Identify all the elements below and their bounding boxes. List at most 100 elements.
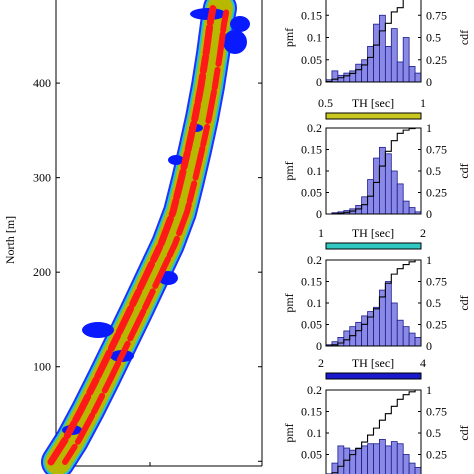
th-legend: 1 TH [sec] 2 — [318, 226, 426, 250]
outlier-cluster — [190, 8, 226, 20]
th-range-max: 4 — [420, 356, 426, 370]
pmf-bar — [384, 153, 392, 215]
cdf-line — [326, 127, 421, 215]
cdf-tick-label: 0.25 — [426, 318, 447, 332]
th-label: TH [sec] — [352, 356, 394, 370]
outlier-cluster — [230, 16, 250, 32]
pmf-bar — [349, 70, 357, 83]
pmf-bar — [396, 61, 404, 83]
pmf-axis-label: pmf — [282, 293, 296, 312]
pmf-tick-label: 0.1 — [307, 31, 322, 45]
th-legend: 0.5 TH [sec] 1 — [318, 96, 426, 120]
cdf-line — [325, 0, 404, 83]
cdf-tick-label: 0.25 — [426, 53, 447, 67]
cdf-tick-label: 0.5 — [426, 164, 441, 178]
pmf-bar — [390, 302, 398, 347]
cdf-tick-label: 0.75 — [426, 143, 447, 157]
pmf-bar — [337, 445, 345, 474]
trajectory-band-class2 — [45, 0, 233, 474]
pmf-bar — [408, 66, 416, 83]
pmf-bar — [367, 443, 374, 474]
pmf-tick-label: 0.2 — [307, 253, 322, 267]
outlier-cluster — [82, 322, 114, 338]
pmf-bar — [367, 179, 374, 215]
pmf-bar — [414, 336, 422, 347]
pmf-bar — [367, 46, 374, 83]
th-range-min: 1 — [318, 226, 324, 240]
pmf-tick-label: 0.15 — [301, 275, 322, 289]
cdf-tick-label: 0.5 — [426, 31, 441, 45]
pmf-bar — [331, 70, 339, 83]
cdf-line — [325, 259, 421, 347]
pmf-tick-label: 0 — [316, 207, 322, 221]
pmf-axis-label: pmf — [282, 161, 296, 180]
cdf-tick-label: 0.5 — [426, 296, 441, 310]
th-label: TH [sec] — [352, 96, 394, 110]
pmf-bar — [349, 449, 357, 474]
pmf-bar — [390, 441, 398, 474]
pmf-bar — [396, 319, 404, 347]
pmf-bar — [373, 23, 380, 83]
pmf-bar — [343, 72, 351, 83]
outlier-cluster — [223, 30, 247, 54]
th-range-max: 1 — [420, 96, 426, 110]
histogram-panel: 0 0.05 0.1 0.15 0.2 0 0.25 0.5 0.75 1 pmf cdf — [282, 253, 471, 353]
pmf-bar — [408, 332, 416, 347]
pmf-bar — [402, 326, 410, 347]
pmf-tick-label: 0.1 — [307, 426, 322, 440]
pmf-bar — [337, 74, 345, 83]
pmf-tick-label: 0.2 — [307, 121, 322, 135]
trajectory-lane-class1-left — [47, 4, 217, 466]
pmf-bar — [361, 315, 368, 347]
cdf-tick-label: 1 — [426, 121, 432, 135]
pmf-bar — [414, 72, 422, 83]
cdf-axis-label: cdf — [457, 30, 471, 45]
pmf-tick-label: 0.15 — [301, 405, 322, 419]
th-color-bar — [325, 112, 422, 120]
cdf-tick-label: 0 — [426, 75, 432, 89]
histogram-panel: 0.05 0.1 0.15 0.2 0.25 0.5 0.75 1 pmf cdf — [282, 383, 471, 474]
pmf-bar — [408, 462, 416, 474]
outlier-cluster — [168, 155, 184, 165]
pmf-tick-label: 0.05 — [301, 318, 322, 332]
y-axis-label: North [m] — [3, 216, 17, 264]
th-range-max: 2 — [420, 226, 426, 240]
pmf-bar — [379, 14, 386, 83]
pmf-tick-label: 0 — [316, 339, 322, 353]
pmf-bar — [355, 447, 363, 474]
cdf-axis-label: cdf — [457, 163, 471, 178]
pmf-bar — [396, 443, 404, 474]
pmf-bar — [361, 445, 368, 474]
cdf-line — [331, 389, 421, 474]
pmf-bar — [361, 59, 368, 83]
cdf-axis-label: cdf — [457, 425, 471, 440]
pmf-bar — [343, 447, 351, 474]
pmf-tick-label: 0.05 — [301, 53, 322, 67]
th-color-bar — [325, 372, 422, 380]
y-tick-label: 400 — [33, 76, 51, 90]
pmf-bar — [355, 321, 363, 347]
pmf-bar — [402, 37, 410, 83]
th-range-min: 2 — [318, 356, 324, 370]
cdf-tick-label: 0.75 — [426, 275, 447, 289]
y-tick-label: 300 — [33, 171, 51, 185]
pmf-bar — [384, 281, 392, 347]
cdf-tick-label: 0.25 — [426, 186, 447, 200]
pmf-bar — [361, 196, 368, 215]
pmf-bar — [355, 204, 363, 215]
cdf-tick-label: 0.75 — [426, 405, 447, 419]
pmf-bar — [373, 157, 380, 215]
pmf-tick-label: 0.1 — [307, 296, 322, 310]
histogram-panel: 0 0.05 0.1 0.15 0.2 0 0.25 0.5 0.75 1 pmf cdf — [282, 121, 471, 221]
trajectory-lane-class1-right — [62, 5, 230, 465]
cdf-axis-label: cdf — [457, 295, 471, 310]
th-color-bar — [325, 242, 422, 250]
pmf-bar — [379, 146, 386, 215]
pmf-bar — [384, 445, 392, 474]
pmf-bar — [396, 183, 404, 215]
cdf-tick-label: 0.25 — [426, 448, 447, 462]
pmf-bar — [408, 207, 416, 215]
pmf-bar — [390, 170, 398, 215]
pmf-tick-label: 0.2 — [307, 383, 322, 397]
